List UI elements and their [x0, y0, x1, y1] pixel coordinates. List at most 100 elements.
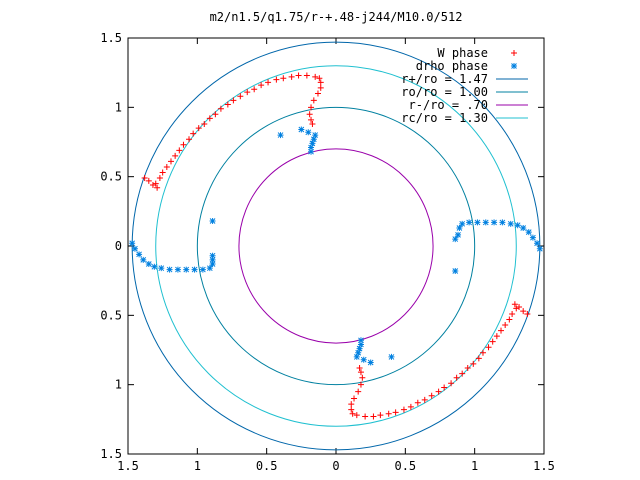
w-phase-point: [145, 177, 152, 184]
w-phase-point: [479, 349, 486, 356]
drho-phase-point: [474, 219, 481, 226]
x-tick-label: 1.5: [533, 459, 555, 473]
legend-label: r+/ro = 1.47: [401, 72, 488, 86]
w-phase-point: [414, 399, 421, 406]
drho-phase-point: [455, 231, 462, 238]
w-phase-point: [308, 116, 315, 123]
w-phase-point: [349, 410, 356, 417]
w-phase-point: [280, 75, 287, 82]
w-phase-point: [180, 141, 187, 148]
w-phase-point: [212, 111, 219, 118]
w-phase-point: [464, 365, 471, 372]
w-phase-point: [407, 403, 414, 410]
w-phase-point: [470, 360, 477, 367]
w-phase-point: [190, 130, 197, 137]
x-tick-label: 1: [471, 459, 478, 473]
w-phase-point: [502, 322, 509, 329]
w-phase-point: [348, 406, 355, 413]
w-phase-point: [351, 395, 358, 402]
x-tick-label: 1.5: [117, 459, 139, 473]
drho-phase-point: [310, 136, 317, 143]
x-tick-label: 1: [194, 459, 201, 473]
drho-phase-point: [136, 251, 143, 258]
drho-phase-point: [491, 219, 498, 226]
legend-label: rc/ro = 1.30: [401, 111, 488, 125]
w-phase-point: [509, 310, 516, 317]
w-phase-point: [520, 308, 527, 315]
w-phase-point: [356, 365, 363, 372]
drho-phase-point: [459, 220, 466, 227]
drho-phase-point: [529, 234, 536, 241]
drho-phase-point: [452, 267, 459, 274]
drho-phase-point: [356, 345, 363, 352]
x-tick-label: 0.5: [394, 459, 416, 473]
w-phase-point: [357, 369, 364, 376]
w-phase-point: [230, 97, 237, 104]
y-tick-label: 0.5: [100, 170, 122, 184]
w-phase-point: [159, 169, 166, 176]
drho-phase-point: [174, 266, 181, 273]
w-phase-point: [273, 76, 280, 83]
drho-phase-point: [209, 256, 216, 263]
w-phase-point: [421, 396, 428, 403]
drho-phase-point: [308, 144, 315, 151]
drho-phase-point: [308, 148, 315, 155]
w-phase-point: [186, 136, 193, 143]
y-tick-label: 1.5: [100, 31, 122, 45]
legend-label: W phase: [437, 46, 488, 60]
drho-phase-point: [482, 219, 489, 226]
w-phase-point: [489, 338, 496, 345]
w-phase-point: [237, 93, 244, 100]
drho-phase-point: [305, 129, 312, 136]
w-phase-point: [511, 50, 517, 56]
w-phase-point: [206, 115, 213, 122]
x-tick-label: 0: [332, 459, 339, 473]
drho-phase-point: [209, 261, 216, 268]
w-phase-point: [385, 410, 392, 417]
drho-phase-point: [456, 224, 463, 231]
w-phase-point: [459, 370, 466, 377]
w-phase-point: [303, 72, 310, 79]
drho-phase-point: [131, 245, 138, 252]
drho-phase-point: [206, 265, 213, 272]
w-phase-point: [201, 120, 208, 127]
w-phase-point: [258, 82, 265, 89]
drho-phase-point: [277, 132, 284, 139]
w-phase-point: [400, 406, 407, 413]
w-phase-point: [172, 152, 179, 159]
w-phase-point: [362, 413, 369, 420]
w-phase-point: [314, 90, 321, 97]
w-phase-point: [485, 344, 492, 351]
y-tick-label: 1: [115, 100, 122, 114]
legend-marker: [511, 63, 517, 69]
w-phase-point: [377, 412, 384, 419]
w-phase-point: [141, 175, 148, 182]
drho-phase-point: [357, 337, 364, 344]
drho-phase-point: [520, 224, 527, 231]
circle-rc-ro-1-30: [155, 65, 517, 427]
w-phase-point: [295, 72, 302, 79]
w-phase-point: [149, 181, 156, 188]
w-phase-point: [309, 120, 316, 127]
drho-phase-point: [158, 265, 165, 272]
w-phase-point: [428, 392, 435, 399]
legend-label: r-/ro = .70: [409, 98, 488, 112]
drho-phase-point: [309, 140, 316, 147]
w-phase-point: [152, 180, 159, 187]
w-phase-point: [524, 310, 531, 317]
drho-phase-point: [145, 261, 152, 268]
w-phase-point: [448, 380, 455, 387]
w-phase-point: [498, 327, 505, 334]
drho-phase-point: [499, 219, 506, 226]
w-phase-point: [317, 84, 324, 91]
drho-phase-point: [353, 353, 360, 360]
drho-phase-point: [466, 219, 473, 226]
drho-phase-point: [514, 222, 521, 229]
w-phase-point: [370, 413, 377, 420]
w-phase-point: [306, 111, 313, 118]
drho-phase-point: [191, 266, 198, 273]
w-phase-point: [357, 381, 364, 388]
drho-phase-point: [388, 353, 395, 360]
w-phase-point: [308, 104, 315, 111]
